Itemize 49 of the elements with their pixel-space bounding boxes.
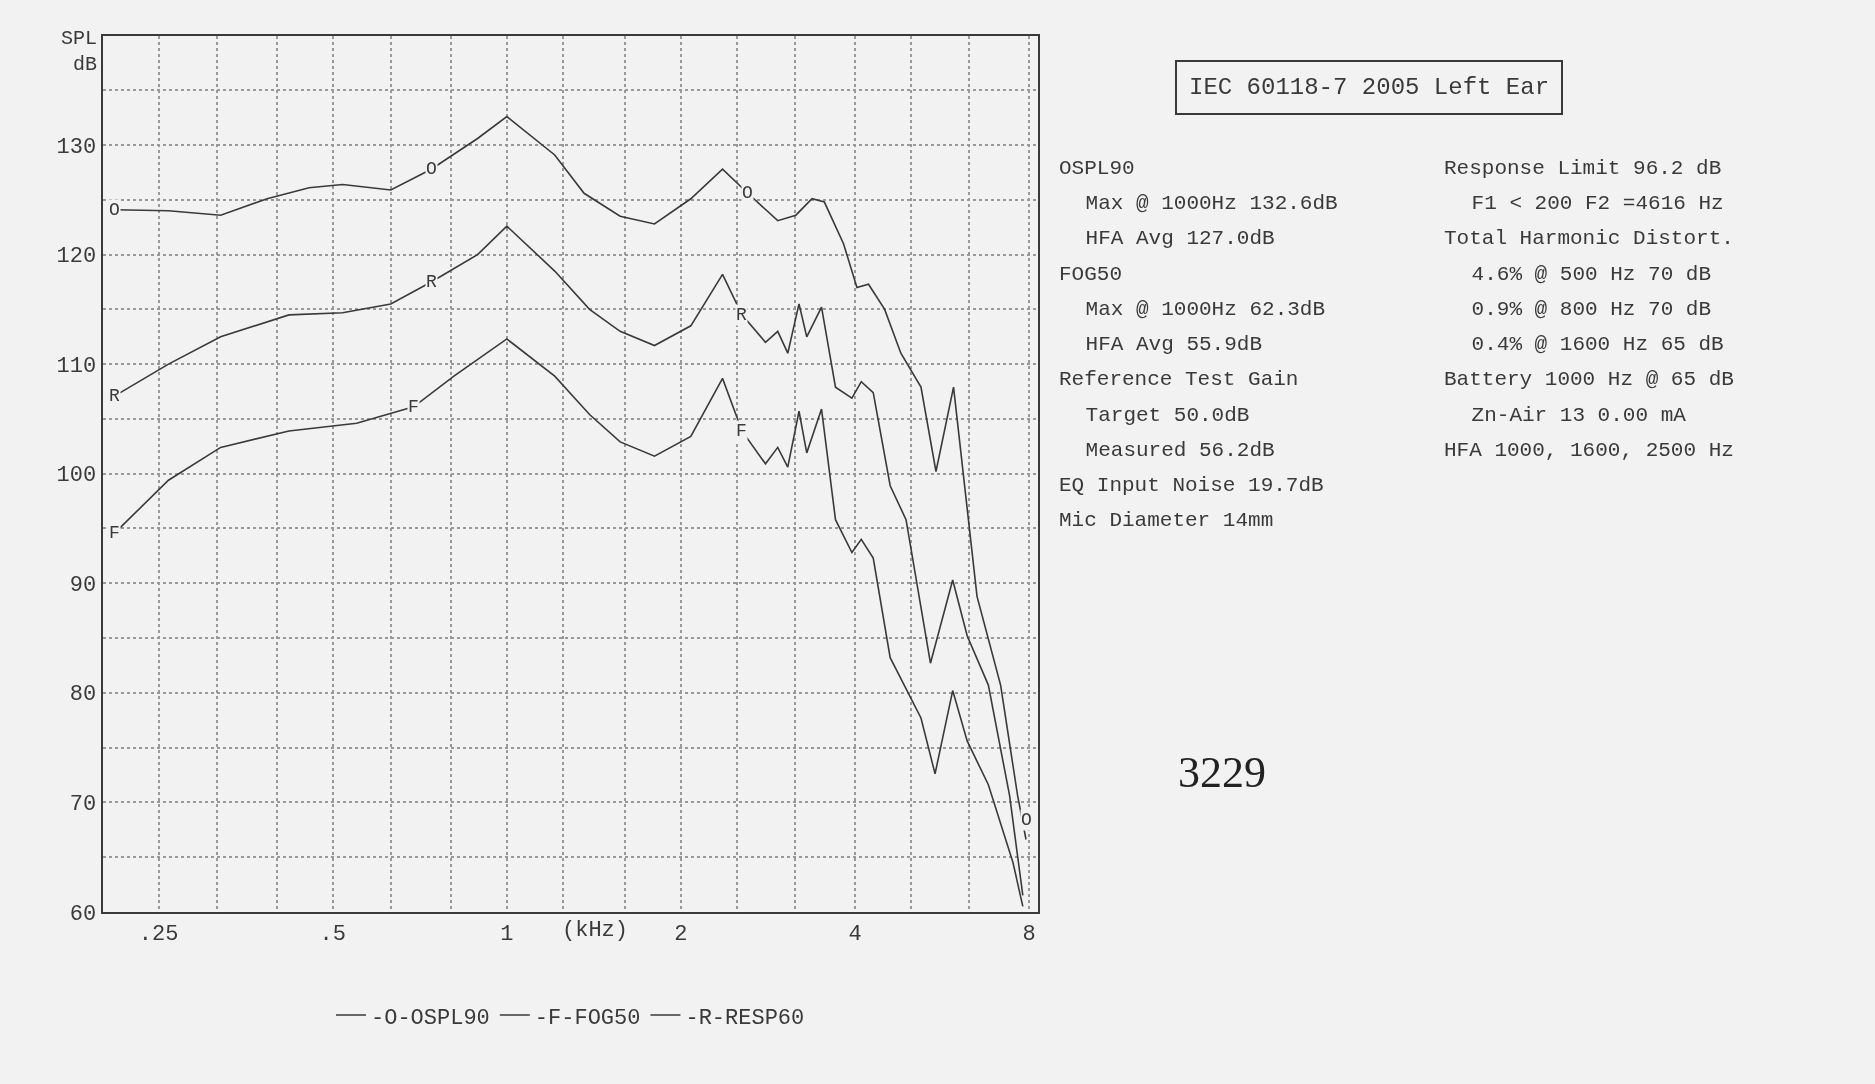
x-tick-label: 2: [674, 922, 688, 948]
legend-label: -F-FOG50: [534, 1005, 641, 1031]
text: 4.6% @ 500 Hz 70 dB: [1459, 263, 1712, 286]
y-tick-label: 90: [69, 572, 97, 598]
text: HFA Avg 55.9dB: [1073, 333, 1263, 356]
text: HFA 1000, 1600, 2500 Hz: [1444, 439, 1734, 462]
text: Mic Diameter 14mm: [1059, 509, 1274, 532]
text: Battery 1000 Hz @ 65 dB: [1444, 368, 1734, 391]
text: 0.4% @ 1600 Hz 65 dB: [1459, 333, 1724, 356]
annotation: F: [736, 421, 747, 441]
y-tick-label: 120: [56, 244, 97, 270]
y-tick-label: 130: [56, 134, 97, 160]
annotation: O: [109, 200, 120, 220]
text: EQ Input Noise 19.7dB: [1059, 474, 1324, 497]
x-tick-label: .25: [138, 922, 179, 948]
text: IEC 60118-7 2005 Left Ear: [1189, 74, 1550, 101]
y-tick-label: 70: [69, 791, 97, 817]
y-tick-label: 60: [69, 901, 97, 927]
text: FOG50: [1059, 263, 1123, 286]
annotation: O: [426, 159, 437, 179]
text: Measured 56.2dB: [1073, 439, 1275, 462]
text: Zn-Air 13 0.00 mA: [1459, 404, 1687, 427]
text: Max @ 1000Hz 62.3dB: [1073, 298, 1326, 321]
y-axis-title: SPL dB: [61, 27, 98, 76]
annotation: O: [1021, 810, 1032, 830]
annotation: F: [408, 397, 419, 417]
text: Response Limit 96.2 dB: [1444, 157, 1722, 180]
text: F1 < 200 F2 =4616 Hz: [1459, 192, 1724, 215]
x-tick-label: 1: [500, 922, 514, 948]
legend-label: -R-RESP60: [685, 1005, 805, 1031]
annotation: F: [109, 523, 120, 543]
text: OSPL90: [1059, 157, 1135, 180]
text: 0.9% @ 800 Hz 70 dB: [1459, 298, 1712, 321]
y-tick-label: 100: [56, 463, 97, 489]
y-tick-label: 80: [69, 682, 97, 708]
legend-label: -O-OSPL90: [371, 1005, 490, 1031]
text: Max @ 1000Hz 132.6dB: [1073, 192, 1338, 215]
annotation: R: [109, 386, 120, 406]
annotation: O: [742, 183, 753, 203]
text: HFA Avg 127.0dB: [1073, 227, 1275, 250]
y-tick-label: 110: [56, 353, 97, 379]
x-tick-label: .5: [319, 922, 346, 948]
x-tick-label: 4: [848, 922, 862, 948]
x-tick-label: 8: [1022, 922, 1036, 948]
x-axis-title: (kHz): [562, 918, 629, 943]
text: Target 50.0dB: [1073, 404, 1250, 427]
text: Total Harmonic Distort.: [1444, 227, 1734, 250]
text: 3229: [1178, 748, 1266, 797]
text: Reference Test Gain: [1059, 368, 1299, 391]
